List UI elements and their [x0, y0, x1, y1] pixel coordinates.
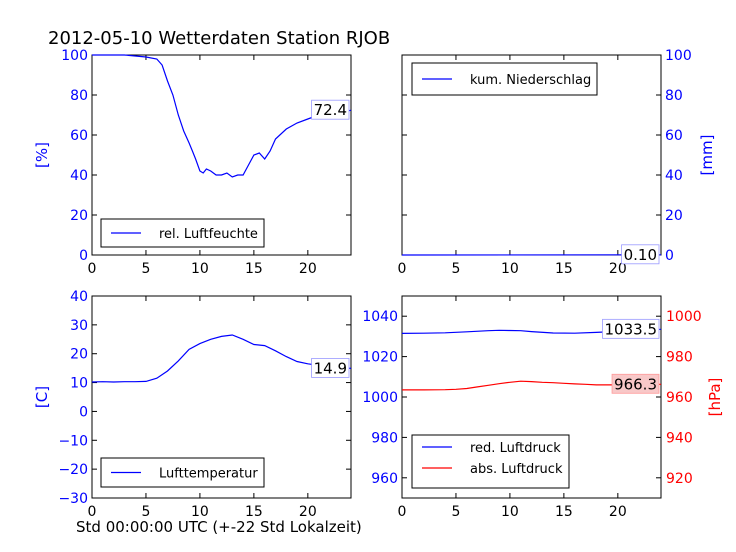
y-tick-label: 60 — [70, 128, 88, 144]
y-tick-label: 40 — [70, 168, 88, 184]
legend-label: Lufttemperatur — [159, 467, 258, 482]
x-tick-label: 15 — [245, 504, 263, 520]
panel-bottom-left: 0 5 10 15 20 −30 −20 −10 0 10 20 30 40 [C] Lufttempera… — [33, 289, 352, 520]
y-right-tick-label: 1000 — [666, 309, 702, 325]
y-tick-label: 1000 — [362, 390, 398, 406]
x-tick-label: 10 — [191, 261, 209, 277]
figure-title: 2012-05-10 Wetterdaten Station RJOB — [48, 28, 390, 49]
y-tick-label: −10 — [58, 433, 88, 449]
x-tick-label: 15 — [555, 504, 573, 520]
y-tick-label: 40 — [70, 289, 88, 305]
legend-label: red. Luftdruck — [470, 441, 561, 456]
y-tick-label: 1020 — [362, 350, 398, 366]
x-tick-label: 0 — [398, 504, 407, 520]
y-right-tick-label: 920 — [666, 471, 693, 487]
x-tick-label: 5 — [451, 261, 460, 277]
legend-box — [411, 434, 570, 489]
value-annotation: 1033.5 — [605, 320, 658, 338]
x-tick-label: 20 — [299, 261, 317, 277]
y-tick-label: 60 — [665, 128, 683, 144]
figure-xlabel: Std 00:00:00 UTC (+-22 Std Lokalzeit) — [76, 518, 362, 536]
value-annotation-right: 966.3 — [614, 375, 657, 393]
value-annotation-box — [311, 99, 350, 120]
panel-top-left: 0 5 10 15 20 0 20 40 60 80 100 [%] rel. Luftfeuchte 7… — [33, 48, 352, 277]
y-axis-label: [mm] — [698, 135, 716, 176]
x-tick-label: 20 — [299, 504, 317, 520]
legend: rel. Luftfeuchte — [100, 218, 265, 248]
series-line-1 — [92, 54, 352, 178]
value-annotation-right-box — [611, 373, 660, 394]
x-tick-label: 5 — [451, 504, 460, 520]
x-tick-label: 0 — [398, 261, 407, 277]
y-tick-label: 20 — [70, 208, 88, 224]
y-right-tick-label: 980 — [666, 350, 693, 366]
y-tick-label: −30 — [58, 491, 88, 507]
x-tick-label: 0 — [88, 504, 97, 520]
y-tick-label: 30 — [70, 318, 88, 334]
value-annotation-box — [602, 318, 660, 339]
y-tick-label: 80 — [665, 88, 683, 104]
legend-label: abs. Luftdruck — [470, 462, 563, 477]
y-tick-label: 80 — [70, 88, 88, 104]
y-tick-label: 980 — [371, 430, 398, 446]
value-annotation: 72.4 — [314, 101, 347, 119]
x-tick-label: 10 — [191, 504, 209, 520]
x-tick-label: 20 — [609, 261, 627, 277]
axes-frame — [91, 54, 352, 256]
x-tick-label: 10 — [501, 504, 519, 520]
y-tick-label: 100 — [665, 48, 692, 64]
legend-label: rel. Luftfeuchte — [159, 227, 258, 242]
y-axis-label: [hPa] — [706, 378, 724, 417]
y-tick-label: 40 — [665, 168, 683, 184]
legend: Lufttemperatur — [100, 457, 265, 488]
value-annotation: 0.10 — [624, 246, 657, 264]
y-tick-label: 0 — [665, 248, 674, 264]
panel-bottom-right: 0 5 10 15 20 960 980 1000 1020 1040 920 940 960 980 10… — [362, 295, 724, 520]
series-line-1 — [91, 334, 352, 383]
y-tick-label: 960 — [371, 471, 398, 487]
x-tick-label: 0 — [88, 261, 97, 277]
axes-frame — [91, 295, 352, 499]
y-tick-label: 0 — [79, 404, 88, 420]
y-axis-label: [C] — [33, 386, 51, 408]
x-tick-label: 10 — [501, 261, 519, 277]
panel-top-right: 0 5 10 15 20 0 20 40 60 80 100 [mm] kum. Niederschla… — [398, 48, 716, 277]
y-axis-label: [%] — [33, 142, 51, 168]
legend: kum. Niederschlag — [411, 62, 598, 96]
x-tick-label: 20 — [609, 504, 627, 520]
value-annotation-box — [621, 244, 660, 265]
y-right-tick-label: 940 — [666, 430, 693, 446]
y-tick-label: 10 — [70, 376, 88, 392]
y-tick-label: 1040 — [362, 309, 398, 325]
x-tick-label: 15 — [555, 261, 573, 277]
y-tick-label: −20 — [58, 462, 88, 478]
y-tick-label: 100 — [61, 48, 88, 64]
x-tick-label: 5 — [141, 261, 150, 277]
x-tick-label: 15 — [245, 261, 263, 277]
legend: red. Luftdruck abs. Luftdruck — [411, 434, 570, 489]
y-tick-label: 20 — [70, 347, 88, 363]
value-annotation-box — [311, 358, 350, 378]
value-annotation: 14.9 — [314, 359, 347, 377]
y-tick-label: 0 — [79, 248, 88, 264]
y-tick-label: 20 — [665, 208, 683, 224]
y-right-tick-label: 960 — [666, 390, 693, 406]
x-tick-label: 5 — [141, 504, 150, 520]
legend-label: kum. Niederschlag — [470, 73, 591, 88]
